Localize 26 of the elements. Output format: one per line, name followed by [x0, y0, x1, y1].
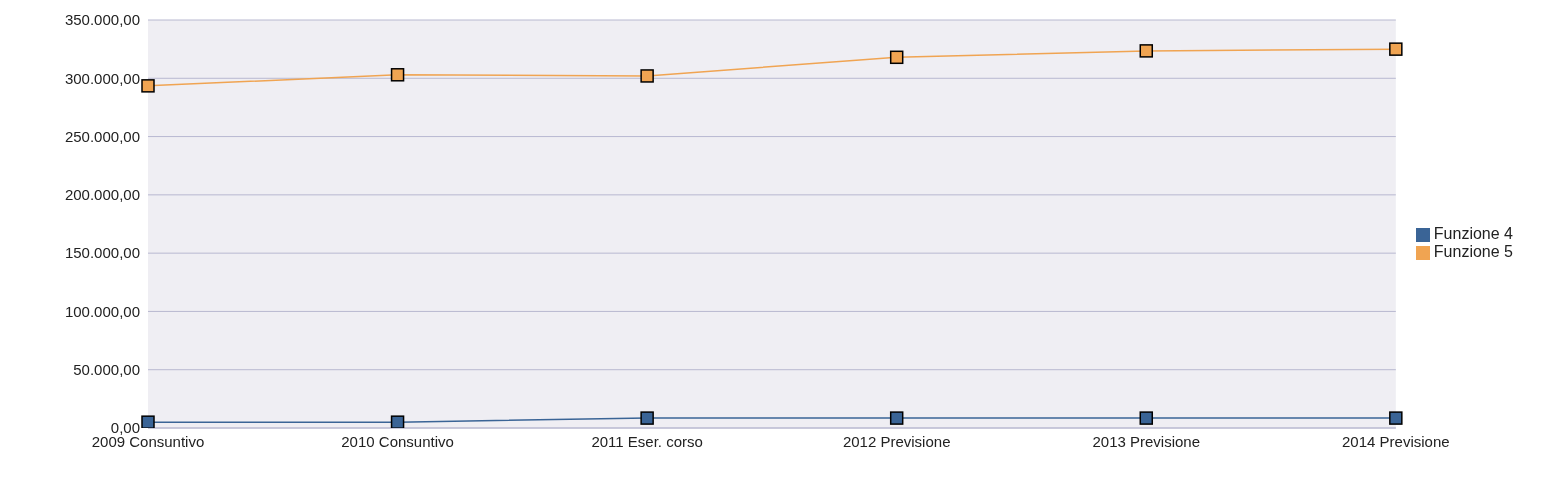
y-tick-label: 100.000,00: [64, 302, 140, 320]
x-tick-label: 2011 Eser. corso: [591, 432, 703, 450]
y-tick-label: 300.000,00: [64, 69, 140, 87]
point: [1139, 44, 1154, 58]
point: [1139, 411, 1154, 425]
point: [1389, 42, 1403, 56]
y-tick-label: 150.000,00: [64, 244, 140, 262]
x-tick-label: 2013 Previsione: [1092, 432, 1201, 450]
legend-label: Funzione 4: [1433, 225, 1513, 242]
x-tick-label: 2012 Previsione: [842, 432, 951, 450]
y-tick-label: 350.000,00: [64, 11, 140, 29]
x-tick-label: 2010 Consuntivo: [341, 432, 454, 450]
x-tick-label: 2014 Previsione: [1342, 432, 1450, 450]
point: [889, 411, 904, 425]
legend-label: Funzione 5: [1433, 243, 1513, 260]
point: [640, 69, 654, 83]
point: [640, 411, 654, 425]
point: [141, 79, 155, 93]
y-tick-label: 50.000,00: [73, 361, 140, 379]
point: [141, 415, 155, 428]
point: [390, 415, 405, 428]
y-tick-label: 200.000,00: [64, 186, 140, 204]
point: [390, 68, 405, 82]
point: [889, 50, 904, 65]
y-tick-label: 250.000,00: [64, 127, 140, 145]
point: [1389, 411, 1403, 425]
